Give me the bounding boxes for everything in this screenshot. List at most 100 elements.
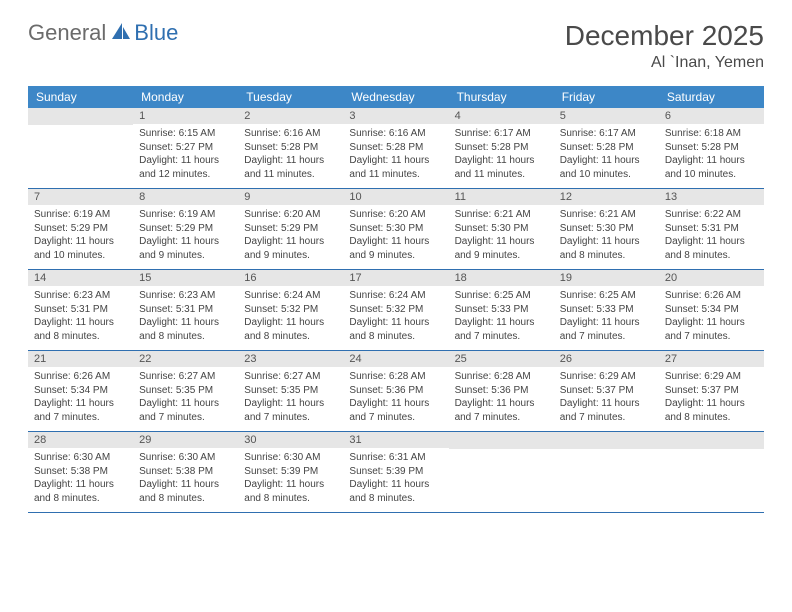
day-cell: 18Sunrise: 6:25 AMSunset: 5:33 PMDayligh… (449, 270, 554, 350)
day-number: 21 (28, 351, 133, 367)
day-cell: 28Sunrise: 6:30 AMSunset: 5:38 PMDayligh… (28, 432, 133, 512)
dow-header: Saturday (659, 86, 764, 108)
empty-cell (28, 108, 133, 188)
day-body: Sunrise: 6:27 AMSunset: 5:35 PMDaylight:… (238, 367, 343, 429)
day-number: 20 (659, 270, 764, 286)
day-number: 11 (449, 189, 554, 205)
day-number: 14 (28, 270, 133, 286)
day-body: Sunrise: 6:26 AMSunset: 5:34 PMDaylight:… (28, 367, 133, 429)
day-body: Sunrise: 6:29 AMSunset: 5:37 PMDaylight:… (659, 367, 764, 429)
day-body: Sunrise: 6:17 AMSunset: 5:28 PMDaylight:… (449, 124, 554, 186)
dow-header: Sunday (28, 86, 133, 108)
day-cell: 27Sunrise: 6:29 AMSunset: 5:37 PMDayligh… (659, 351, 764, 431)
day-number: 5 (554, 108, 659, 124)
day-cell: 24Sunrise: 6:28 AMSunset: 5:36 PMDayligh… (343, 351, 448, 431)
location: Al `Inan, Yemen (565, 54, 764, 72)
day-body: Sunrise: 6:30 AMSunset: 5:39 PMDaylight:… (238, 448, 343, 510)
day-body: Sunrise: 6:30 AMSunset: 5:38 PMDaylight:… (28, 448, 133, 510)
day-number: 15 (133, 270, 238, 286)
day-number: 7 (28, 189, 133, 205)
sail-icon (110, 21, 132, 46)
dow-header: Thursday (449, 86, 554, 108)
day-cell: 22Sunrise: 6:27 AMSunset: 5:35 PMDayligh… (133, 351, 238, 431)
day-cell: 13Sunrise: 6:22 AMSunset: 5:31 PMDayligh… (659, 189, 764, 269)
day-body: Sunrise: 6:25 AMSunset: 5:33 PMDaylight:… (449, 286, 554, 348)
day-number: 18 (449, 270, 554, 286)
day-cell: 26Sunrise: 6:29 AMSunset: 5:37 PMDayligh… (554, 351, 659, 431)
day-number: 19 (554, 270, 659, 286)
dow-header: Friday (554, 86, 659, 108)
day-cell: 20Sunrise: 6:26 AMSunset: 5:34 PMDayligh… (659, 270, 764, 350)
day-body: Sunrise: 6:19 AMSunset: 5:29 PMDaylight:… (133, 205, 238, 267)
logo-text-blue: Blue (134, 20, 178, 46)
day-body: Sunrise: 6:30 AMSunset: 5:38 PMDaylight:… (133, 448, 238, 510)
day-cell: 8Sunrise: 6:19 AMSunset: 5:29 PMDaylight… (133, 189, 238, 269)
day-body: Sunrise: 6:24 AMSunset: 5:32 PMDaylight:… (343, 286, 448, 348)
day-number: 1 (133, 108, 238, 124)
day-number: 6 (659, 108, 764, 124)
day-body: Sunrise: 6:21 AMSunset: 5:30 PMDaylight:… (554, 205, 659, 267)
week-row: 14Sunrise: 6:23 AMSunset: 5:31 PMDayligh… (28, 270, 764, 351)
day-body: Sunrise: 6:17 AMSunset: 5:28 PMDaylight:… (554, 124, 659, 186)
dow-row: SundayMondayTuesdayWednesdayThursdayFrid… (28, 86, 764, 108)
day-number: 13 (659, 189, 764, 205)
day-cell: 31Sunrise: 6:31 AMSunset: 5:39 PMDayligh… (343, 432, 448, 512)
title-block: December 2025 Al `Inan, Yemen (565, 20, 764, 72)
day-cell: 7Sunrise: 6:19 AMSunset: 5:29 PMDaylight… (28, 189, 133, 269)
day-number: 3 (343, 108, 448, 124)
day-number: 22 (133, 351, 238, 367)
day-cell: 5Sunrise: 6:17 AMSunset: 5:28 PMDaylight… (554, 108, 659, 188)
day-body: Sunrise: 6:16 AMSunset: 5:28 PMDaylight:… (343, 124, 448, 186)
day-number (659, 432, 764, 449)
day-body: Sunrise: 6:29 AMSunset: 5:37 PMDaylight:… (554, 367, 659, 429)
day-number: 28 (28, 432, 133, 448)
day-body: Sunrise: 6:16 AMSunset: 5:28 PMDaylight:… (238, 124, 343, 186)
day-number: 23 (238, 351, 343, 367)
day-cell: 4Sunrise: 6:17 AMSunset: 5:28 PMDaylight… (449, 108, 554, 188)
day-cell: 14Sunrise: 6:23 AMSunset: 5:31 PMDayligh… (28, 270, 133, 350)
week-row: 1Sunrise: 6:15 AMSunset: 5:27 PMDaylight… (28, 108, 764, 189)
day-cell: 30Sunrise: 6:30 AMSunset: 5:39 PMDayligh… (238, 432, 343, 512)
day-body: Sunrise: 6:25 AMSunset: 5:33 PMDaylight:… (554, 286, 659, 348)
day-body: Sunrise: 6:28 AMSunset: 5:36 PMDaylight:… (343, 367, 448, 429)
day-body: Sunrise: 6:31 AMSunset: 5:39 PMDaylight:… (343, 448, 448, 510)
day-cell: 29Sunrise: 6:30 AMSunset: 5:38 PMDayligh… (133, 432, 238, 512)
day-cell: 21Sunrise: 6:26 AMSunset: 5:34 PMDayligh… (28, 351, 133, 431)
day-body (449, 449, 554, 457)
day-cell: 10Sunrise: 6:20 AMSunset: 5:30 PMDayligh… (343, 189, 448, 269)
week-row: 21Sunrise: 6:26 AMSunset: 5:34 PMDayligh… (28, 351, 764, 432)
day-body: Sunrise: 6:18 AMSunset: 5:28 PMDaylight:… (659, 124, 764, 186)
day-cell: 6Sunrise: 6:18 AMSunset: 5:28 PMDaylight… (659, 108, 764, 188)
day-cell: 25Sunrise: 6:28 AMSunset: 5:36 PMDayligh… (449, 351, 554, 431)
day-body: Sunrise: 6:23 AMSunset: 5:31 PMDaylight:… (133, 286, 238, 348)
logo: General Blue (28, 20, 178, 46)
day-body (28, 125, 133, 133)
day-cell: 3Sunrise: 6:16 AMSunset: 5:28 PMDaylight… (343, 108, 448, 188)
day-body: Sunrise: 6:20 AMSunset: 5:29 PMDaylight:… (238, 205, 343, 267)
day-body: Sunrise: 6:23 AMSunset: 5:31 PMDaylight:… (28, 286, 133, 348)
day-body: Sunrise: 6:24 AMSunset: 5:32 PMDaylight:… (238, 286, 343, 348)
day-cell: 16Sunrise: 6:24 AMSunset: 5:32 PMDayligh… (238, 270, 343, 350)
day-body: Sunrise: 6:15 AMSunset: 5:27 PMDaylight:… (133, 124, 238, 186)
day-body: Sunrise: 6:27 AMSunset: 5:35 PMDaylight:… (133, 367, 238, 429)
day-body: Sunrise: 6:26 AMSunset: 5:34 PMDaylight:… (659, 286, 764, 348)
day-number: 24 (343, 351, 448, 367)
empty-cell (449, 432, 554, 512)
dow-header: Wednesday (343, 86, 448, 108)
day-number: 12 (554, 189, 659, 205)
day-cell: 19Sunrise: 6:25 AMSunset: 5:33 PMDayligh… (554, 270, 659, 350)
day-number: 17 (343, 270, 448, 286)
day-body (554, 449, 659, 457)
week-row: 7Sunrise: 6:19 AMSunset: 5:29 PMDaylight… (28, 189, 764, 270)
day-body: Sunrise: 6:20 AMSunset: 5:30 PMDaylight:… (343, 205, 448, 267)
day-body: Sunrise: 6:28 AMSunset: 5:36 PMDaylight:… (449, 367, 554, 429)
week-row: 28Sunrise: 6:30 AMSunset: 5:38 PMDayligh… (28, 432, 764, 513)
day-number: 30 (238, 432, 343, 448)
day-cell: 1Sunrise: 6:15 AMSunset: 5:27 PMDaylight… (133, 108, 238, 188)
empty-cell (554, 432, 659, 512)
day-number: 8 (133, 189, 238, 205)
day-cell: 9Sunrise: 6:20 AMSunset: 5:29 PMDaylight… (238, 189, 343, 269)
day-number (554, 432, 659, 449)
day-number (449, 432, 554, 449)
calendar-page: General Blue December 2025 Al `Inan, Yem… (0, 0, 792, 533)
